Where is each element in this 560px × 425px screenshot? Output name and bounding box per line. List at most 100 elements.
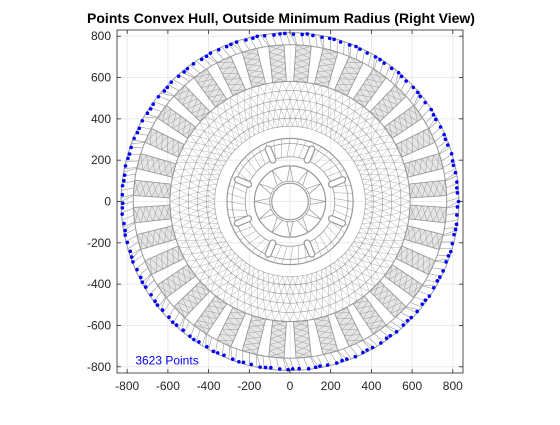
band-mesh-edge	[293, 294, 297, 303]
band-mesh-edge	[182, 247, 189, 254]
band-mesh-edge	[188, 202, 197, 205]
band-mesh-edge	[257, 95, 258, 105]
hub-spoke	[309, 209, 321, 219]
band-mesh-edge	[360, 228, 367, 233]
data-point	[348, 43, 352, 47]
band-mesh-edge	[373, 205, 382, 207]
band-mesh-edge	[268, 111, 269, 121]
band-mesh-edge	[379, 228, 389, 229]
data-point	[121, 201, 125, 205]
band-mesh-edge	[388, 148, 398, 149]
band-mesh-edge	[237, 303, 244, 310]
data-point	[339, 40, 343, 44]
band-mesh-edge	[316, 290, 317, 300]
data-point	[269, 366, 273, 370]
band-mesh-edge	[228, 273, 231, 282]
data-point	[123, 229, 127, 233]
band-mesh-edge	[362, 175, 369, 180]
band-mesh-edge	[189, 156, 199, 157]
data-point	[122, 222, 126, 226]
band-mesh-edge	[274, 120, 278, 128]
band-mesh-edge	[257, 290, 263, 298]
band-mesh-edge	[399, 178, 407, 183]
band-mesh-edge	[172, 176, 182, 178]
band-mesh-edge	[251, 98, 257, 105]
band-mesh-edge	[181, 220, 191, 222]
hub-mesh-edge	[240, 163, 253, 177]
band-mesh-edge	[373, 211, 382, 213]
data-point	[146, 111, 150, 115]
data-point	[379, 341, 383, 345]
data-point	[129, 146, 133, 150]
band-mesh-edge	[373, 196, 382, 198]
data-point	[454, 228, 458, 232]
band-mesh-edge	[180, 212, 189, 214]
y-tick-label: -800	[87, 360, 111, 374]
band-mesh-edge	[238, 104, 245, 111]
band-mesh-edge	[274, 312, 279, 321]
band-mesh-edge	[382, 188, 391, 192]
tooth	[242, 48, 266, 87]
data-point	[326, 363, 330, 367]
band-mesh-edge	[189, 211, 198, 215]
band-mesh-edge	[382, 208, 391, 210]
band-mesh-edge	[323, 298, 329, 305]
band-mesh-edge	[342, 299, 350, 305]
band-mesh-edge	[188, 198, 197, 201]
hub-mesh-edge	[293, 139, 298, 157]
data-point	[121, 206, 125, 210]
band-mesh-edge	[270, 301, 272, 311]
band-mesh-edge	[213, 228, 220, 233]
band-mesh-edge	[310, 102, 311, 112]
data-point	[361, 351, 365, 355]
y-tick-label: 0	[104, 195, 111, 209]
band-mesh-edge	[279, 119, 283, 127]
hub-spoke	[309, 184, 321, 194]
hub-mesh-edge	[287, 138, 290, 156]
band-mesh-edge	[203, 228, 211, 234]
data-point	[452, 233, 456, 237]
tooth	[404, 226, 443, 250]
band-mesh-edge	[315, 310, 321, 318]
hub-spoke	[310, 198, 325, 201]
band-mesh-edge	[312, 122, 317, 129]
hub-mesh-edge	[335, 204, 353, 209]
band-mesh-edge	[307, 275, 311, 282]
band-mesh-edge	[203, 169, 213, 170]
band-mesh-edge	[396, 169, 406, 170]
data-point	[272, 33, 276, 37]
band-mesh-edge	[365, 207, 373, 209]
band-mesh-edge	[372, 218, 380, 223]
band-mesh-edge	[388, 169, 396, 175]
band-mesh-edge	[305, 283, 306, 293]
band-mesh-edge	[372, 217, 382, 218]
band-mesh-edge	[388, 254, 398, 255]
band-mesh-edge	[209, 260, 218, 263]
band-mesh-edge	[381, 156, 391, 157]
band-mesh-edge	[362, 260, 371, 263]
band-mesh-edge	[290, 294, 293, 303]
band-mesh-edge	[285, 118, 288, 126]
band-mesh-edge	[373, 192, 382, 196]
band-mesh-edge	[286, 81, 290, 90]
band-mesh-edge	[199, 217, 209, 218]
data-point	[404, 79, 408, 83]
band-mesh-edge	[396, 234, 404, 240]
band-mesh-edge	[192, 149, 202, 150]
band-mesh-edge	[388, 228, 396, 234]
rim-mesh-edge	[286, 33, 290, 45]
band-mesh-edge	[342, 299, 343, 309]
rim-mesh-edge	[445, 220, 458, 222]
band-mesh-edge	[286, 91, 290, 100]
data-point	[237, 360, 241, 364]
band-mesh-edge	[398, 170, 406, 176]
band-mesh-edge	[269, 102, 270, 112]
band-mesh-edge	[360, 170, 367, 175]
band-mesh-edge	[381, 215, 391, 217]
band-mesh-edge	[171, 186, 180, 191]
data-point	[171, 320, 175, 324]
tooth-rim-connector	[414, 93, 420, 106]
band-mesh-edge	[364, 214, 372, 218]
band-mesh-edge	[317, 124, 322, 131]
